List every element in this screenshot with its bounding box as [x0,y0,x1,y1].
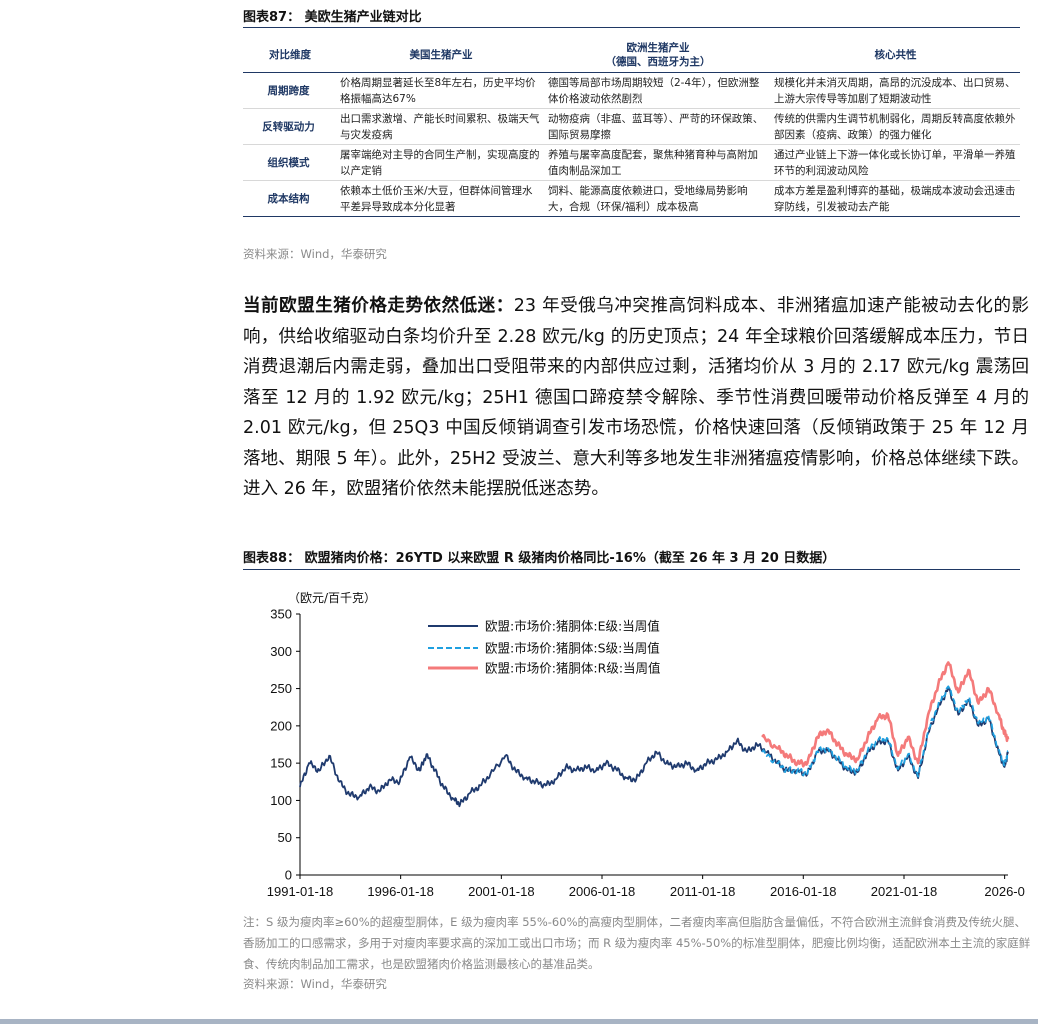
chart-figure-title: 图表88： 欧盟猪肉价格：26YTD 以来欧盟 R 级猪肉价格同比-16%（截至… [243,551,836,566]
table-row: 周期跨度 价格周期显著延长至8年左右，历史平均价格振幅高达67% 德国等局部市场… [243,72,1020,109]
cell-text: 出口需求激增、产能长时间累积、极端天气与灾发疫病 [340,112,540,141]
table-source: 资料来源：Wind，华泰研究 [243,247,387,261]
row-dimension: 组织模式 [243,144,337,181]
row-dimension: 周期跨度 [243,72,337,109]
x-tick-label: 1991-01-18 [267,884,334,899]
y-tick-label: 200 [270,718,292,733]
page-bottom-rule [0,1019,1038,1024]
row-eu: 德国等局部市场周期较短（2-4年），但欧洲整体价格波动依然剧烈 [545,72,771,109]
row-eu: 动物疫病（非瘟、蓝耳等）、严苛的环保政策、国际贸易摩擦 [545,108,771,145]
series-line-e-grade [299,687,1009,808]
y-tick-label: 350 [270,607,292,622]
row-eu: 养殖与屠宰高度配套，聚焦种猪育种与高附加值肉制品深加工 [545,144,771,181]
y-tick-label: 0 [285,868,292,883]
row-us: 依赖本土低价玉米/大豆，但群体间管理水平差异导致成本分化显著 [337,180,545,217]
series-line-s-grade [761,685,1009,778]
cell-text: 规模化并未消灭周期，高昂的沉没成本、出口贸易、上游大宗传导等加剧了短期波动性 [774,76,1016,105]
legend-label: 欧盟:市场价:猪胴体:S级:当周值 [485,641,660,656]
y-tick-label: 300 [270,644,292,659]
header-dimension: 对比维度 [243,38,337,73]
x-tick-label: 2006-01-18 [569,884,636,899]
cell-text: 成本方差是盈利博弈的基础，极端成本波动会迅速击穿防线，引发被动去产能 [774,184,1016,213]
row-common: 传统的供需内生调节机制弱化，周期反转高度依赖外部因素（疫病、政策）的强力催化 [771,108,1020,145]
x-tick-label: 2016-01-18 [770,884,837,899]
header-us: 美国生猪产业 [337,38,545,73]
cell-text: 饲料、能源高度依赖进口，受地缘局势影响大，合规（环保/福利）成本极高 [548,184,748,213]
row-dimension: 成本结构 [243,180,337,217]
row-dimension: 反转驱动力 [243,108,337,145]
cell-text: 动物疫病（非瘟、蓝耳等）、严苛的环保政策、国际贸易摩擦 [548,112,764,141]
table-figure-title: 图表87： 美欧生猪产业链对比 [243,10,422,25]
chart-source: 资料来源：Wind，华泰研究 [243,977,387,991]
row-common: 通过产业链上下游一体化或长协订单，平滑单一养殖环节的利润波动风险 [771,144,1020,181]
y-axis-unit-label: （欧元/百千克） [288,591,376,605]
table-title-rule [243,27,1020,28]
cell-text: 养殖与屠宰高度配套，聚焦种猪育种与高附加值肉制品深加工 [548,148,758,177]
header-eu-line2: （德国、西班牙为主） [605,56,711,68]
comparison-table: 对比维度 美国生猪产业 欧洲生猪产业 （德国、西班牙为主） 核心共性 周期跨度 … [243,38,1020,217]
pork-price-chart: （欧元/百千克） 0 50 100 150 200 250 300 350 1991-01-18 1… [267,591,1025,899]
table-row: 成本结构 依赖本土低价玉米/大豆，但群体间管理水平差异导致成本分化显著 饲料、能… [243,180,1020,217]
cell-text: 通过产业链上下游一体化或长协订单，平滑单一养殖环节的利润波动风险 [774,148,1016,177]
x-tick-label: 2001-01-18 [468,884,535,899]
y-tick-label: 50 [278,830,292,845]
cell-text: 传统的供需内生调节机制弱化，周期反转高度依赖外部因素（疫病、政策）的强力催化 [774,112,1016,141]
x-tick-label: 2011-01-18 [670,884,736,899]
x-tick-label: 1996-01-18 [367,884,434,899]
chart-title-rule [243,569,1020,570]
legend-label: 欧盟:市场价:猪胴体:R级:当周值 [485,661,661,676]
paragraph-lead: 当前欧盟生猪价格走势依然低迷： [243,296,514,316]
series-line-r-grade [761,661,1010,768]
cell-text: 价格周期显著延长至8年左右，历史平均价格振幅高达67% [340,76,536,105]
row-eu: 饲料、能源高度依赖进口，受地缘局势影响大，合规（环保/福利）成本极高 [545,180,771,217]
y-tick-label: 250 [270,681,292,696]
body-paragraph: 当前欧盟生猪价格走势依然低迷：23 年受俄乌冲突推高饲料成本、非洲猪瘟加速产能被… [243,291,1029,505]
row-common: 成本方差是盈利博弈的基础，极端成本波动会迅速击穿防线，引发被动去产能 [771,180,1020,217]
paragraph-body: 23 年受俄乌冲突推高饲料成本、非洲猪瘟加速产能被动去化的影响，供给收缩驱动白条… [243,296,1029,499]
cell-text: 屠宰端绝对主导的合同生产制，实现高度的以产定销 [340,148,540,177]
row-common: 规模化并未消灭周期，高昂的沉没成本、出口贸易、上游大宗传导等加剧了短期波动性 [771,72,1020,109]
chart-note: 注：S 级为瘦肉率≥60%的超瘦型胴体，E 级为瘦肉率 55%-60%的高瘦肉型… [243,915,1031,971]
cell-text: 依赖本土低价玉米/大豆，但群体间管理水平差异导致成本分化显著 [340,184,533,213]
row-us: 价格周期显著延长至8年左右，历史平均价格振幅高达67% [337,72,545,109]
table-header-row: 对比维度 美国生猪产业 欧洲生猪产业 （德国、西班牙为主） 核心共性 [243,38,1020,73]
y-tick-label: 150 [270,756,292,771]
y-tick-label: 100 [270,793,292,808]
cell-text: 德国等局部市场周期较短（2-4年），但欧洲整体价格波动依然剧烈 [548,76,760,105]
header-eu: 欧洲生猪产业 （德国、西班牙为主） [545,38,771,73]
legend-label: 欧盟:市场价:猪胴体:E级:当周值 [485,619,660,634]
table-row: 组织模式 屠宰端绝对主导的合同生产制，实现高度的以产定销 养殖与屠宰高度配套，聚… [243,144,1020,181]
x-tick-label: 2021-01-18 [871,884,938,899]
table-row: 反转驱动力 出口需求激增、产能长时间累积、极端天气与灾发疫病 动物疫病（非瘟、蓝… [243,108,1020,145]
header-eu-line1: 欧洲生猪产业 [626,42,690,54]
header-common: 核心共性 [771,38,1020,73]
x-tick-label: 2026-0 [984,884,1024,899]
row-us: 出口需求激增、产能长时间累积、极端天气与灾发疫病 [337,108,545,145]
row-us: 屠宰端绝对主导的合同生产制，实现高度的以产定销 [337,144,545,181]
